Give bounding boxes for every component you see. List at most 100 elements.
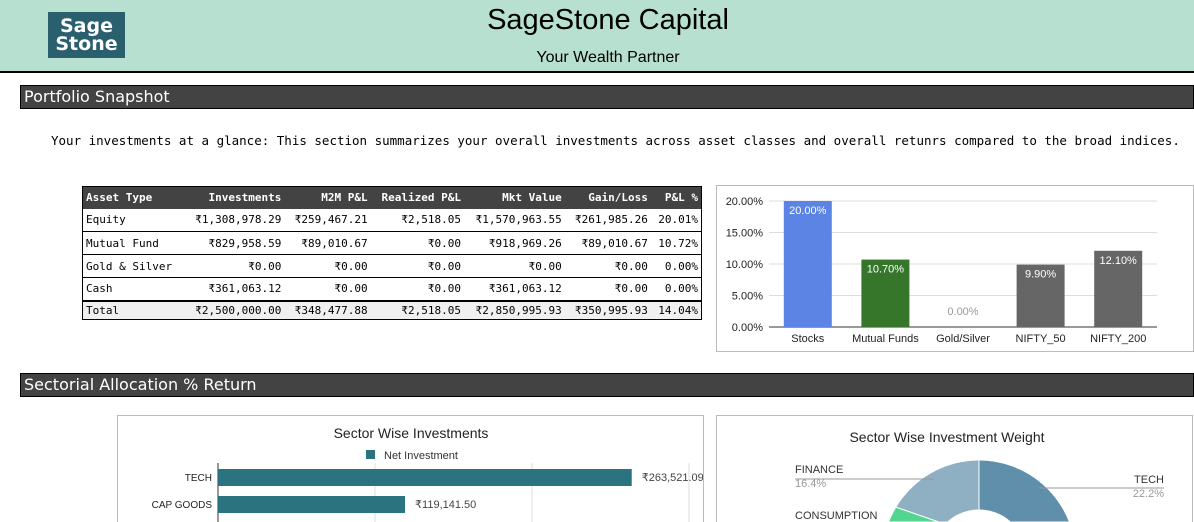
table-cell: Mutual Fund — [82, 231, 184, 255]
logo-text: Sage — [60, 15, 113, 37]
legend-swatch — [366, 450, 375, 459]
pie-label-finance: FINANCE — [795, 464, 843, 476]
bar-data-label: 20.00% — [789, 205, 827, 217]
column-header: Asset Type — [82, 186, 184, 209]
table-cell: 0.00% — [650, 277, 702, 301]
bar — [1094, 250, 1143, 327]
portfolio-table: Asset Type Investments M2M P&L Realized P&L… — [82, 186, 702, 320]
table-cell: ₹0.00 — [370, 231, 465, 255]
y-tick-label: 10.00% — [726, 259, 764, 271]
bar-data-label: 0.00% — [947, 306, 978, 318]
table-row: Gold & Silver ₹0.00 ₹0.00 ₹0.00 ₹0.00 ₹0.00 0.… — [82, 254, 702, 278]
sector-investments-svg: Sector Wise Investments Net Investment TEC… — [152, 425, 703, 522]
pie-value-finance: 16.4% — [795, 478, 826, 490]
page-subtitle: Your Wealth Partner — [536, 49, 680, 66]
pie-label-tech: TECH — [1134, 474, 1164, 486]
table-cell: ₹2,500,000.00 — [183, 299, 285, 320]
table-cell: ₹0.00 — [564, 254, 651, 278]
table-cell: ₹918,969.26 — [464, 231, 565, 255]
table-row: Mutual Fund ₹829,958.59 ₹89,010.67 ₹0.00 ₹91… — [82, 231, 702, 255]
x-tick-label: Stocks — [791, 333, 825, 345]
table-cell: ₹2,518.05 — [370, 299, 465, 320]
bar — [783, 201, 832, 327]
table-cell: ₹829,958.59 — [183, 231, 285, 255]
table-cell: ₹89,010.67 — [564, 231, 651, 255]
table-cell: 0.00% — [650, 254, 702, 278]
bar-data-label: 10.70% — [867, 264, 905, 276]
column-header: Gain/Loss — [564, 186, 651, 209]
chart-title: Sector Wise Investments — [334, 425, 489, 441]
pie-value-tech: 22.2% — [1133, 488, 1164, 500]
table-cell: ₹259,467.21 — [284, 208, 371, 232]
page-title: SageStone Capital — [487, 4, 729, 36]
table-cell: ₹0.00 — [183, 254, 285, 278]
table-cell: ₹0.00 — [464, 254, 565, 278]
table-row: Equity ₹1,308,978.29 ₹259,467.21 ₹2,518.05 ₹… — [82, 208, 702, 232]
table-cell: 20.01% — [650, 208, 702, 232]
section-header-portfolio: Portfolio Snapshot — [20, 85, 1194, 109]
table-cell: ₹350,995.93 — [564, 299, 651, 320]
bar-data-label: ₹119,141.50 — [415, 499, 476, 511]
header: Sage Stone SageStone Capital Your Wealth … — [0, 0, 1194, 73]
table-cell: ₹1,570,963.55 — [464, 208, 565, 232]
section-header-sectorial: Sectorial Allocation % Return — [20, 373, 1194, 397]
table-cell: ₹2,518.05 — [370, 208, 465, 232]
y-tick-label: TECH — [185, 473, 212, 484]
sector-weight-chart: Sector Wise Investment Weight FINANCE 16.4… — [716, 415, 1193, 522]
pie-slice-tech — [978, 459, 1075, 522]
returns-bar-chart: 0.00% 5.00% 10.00% 15.00% 20.00% 20.00% Stocks… — [716, 185, 1194, 352]
pie-slice-finance — [895, 459, 980, 522]
column-header: P&L % — [650, 186, 702, 209]
bar-data-label: 12.10% — [1100, 255, 1138, 267]
table-cell: Cash — [82, 277, 184, 301]
table-cell: ₹2,850,995.93 — [464, 299, 565, 320]
logo: Sage Stone — [48, 12, 125, 58]
table-cell: Total — [82, 299, 184, 320]
table-cell: ₹0.00 — [370, 277, 465, 301]
pie-label-consumption: CONSUMPTION — [795, 510, 878, 522]
y-tick-label: 15.00% — [726, 228, 764, 240]
returns-bar-chart-svg: 0.00% 5.00% 10.00% 15.00% 20.00% 20.00% Stocks… — [726, 196, 1157, 345]
table-cell: ₹0.00 — [284, 277, 371, 301]
table-cell: ₹0.00 — [370, 254, 465, 278]
table-cell: ₹0.00 — [284, 254, 371, 278]
table-cell: ₹348,477.88 — [284, 299, 371, 320]
y-tick-label: 0.00% — [732, 322, 763, 334]
bar — [861, 259, 910, 327]
sector-weight-svg: Sector Wise Investment Weight FINANCE 16.4… — [795, 429, 1164, 522]
x-tick-label: Mutual Funds — [852, 333, 919, 345]
column-header: Realized P&L — [370, 186, 465, 209]
column-header: Mkt Value — [464, 186, 565, 209]
sector-investments-chart: Sector Wise Investments Net Investment TEC… — [117, 415, 704, 522]
x-tick-label: Gold/Silver — [936, 333, 990, 345]
table-cell: ₹1,308,978.29 — [183, 208, 285, 232]
bar-data-label: ₹263,521.09 — [642, 472, 703, 484]
legend-label: Net Investment — [384, 450, 458, 462]
y-tick-label: 5.00% — [732, 291, 763, 303]
portfolio-description: Your investments at a glance: This secti… — [51, 133, 1180, 148]
x-tick-label: NIFTY_200 — [1090, 333, 1146, 345]
table-cell: ₹361,063.12 — [464, 277, 565, 301]
table-cell: 14.04% — [650, 299, 702, 320]
table-row: Cash ₹361,063.12 ₹0.00 ₹0.00 ₹361,063.12 ₹0.0… — [82, 277, 702, 301]
x-tick-label: NIFTY_50 — [1016, 333, 1066, 345]
table-cell: Equity — [82, 208, 184, 232]
table-cell: ₹361,063.12 — [183, 277, 285, 301]
column-header: M2M P&L — [284, 186, 371, 209]
bar — [1016, 264, 1065, 327]
table-cell: Gold & Silver — [82, 254, 184, 278]
bar — [218, 469, 632, 486]
logo-text: Stone — [55, 33, 118, 55]
column-header: Investments — [183, 186, 285, 209]
table-cell: ₹0.00 — [564, 277, 651, 301]
table-total-row: Total ₹2,500,000.00 ₹348,477.88 ₹2,518.05 ₹2… — [82, 299, 702, 320]
chart-title: Sector Wise Investment Weight — [849, 429, 1044, 445]
table-header-row: Asset Type Investments M2M P&L Realized P&L… — [82, 186, 702, 209]
table-cell: 10.72% — [650, 231, 702, 255]
table-cell: ₹261,985.26 — [564, 208, 651, 232]
bar — [218, 496, 406, 513]
y-tick-label: 20.00% — [726, 196, 764, 208]
table-cell: ₹89,010.67 — [284, 231, 371, 255]
bar-data-label: 9.90% — [1025, 269, 1056, 281]
y-tick-label: CAP GOODS — [152, 500, 213, 511]
